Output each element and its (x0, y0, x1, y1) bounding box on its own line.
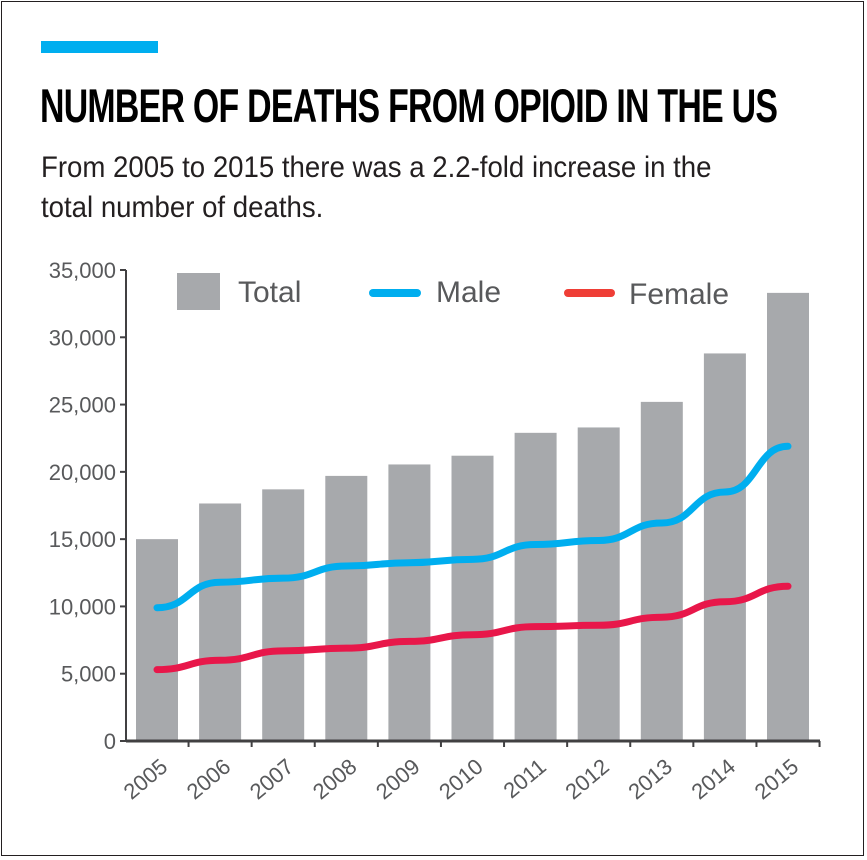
bar-total-2007 (262, 489, 305, 741)
y-tick-label: 20,000 (49, 460, 116, 485)
bar-total-2014 (703, 353, 746, 741)
chart-subtitle: From 2005 to 2015 there was a 2.2-fold i… (41, 151, 712, 224)
bar-total-2011 (514, 432, 557, 741)
y-tick-label: 35,000 (49, 258, 116, 283)
x-tick-label: 2006 (182, 754, 236, 805)
x-tick-label: 2014 (687, 754, 741, 805)
x-tick-label: 2013 (623, 754, 677, 805)
y-tick-label: 10,000 (49, 594, 116, 619)
y-tick-label: 0 (104, 729, 116, 754)
x-tick-label: 2007 (245, 754, 299, 805)
x-tick-label: 2005 (119, 754, 173, 805)
accent-bar (41, 41, 158, 53)
x-tick-label: 2015 (750, 754, 804, 805)
legend-label-male: Male (436, 276, 501, 309)
x-tick-label: 2008 (308, 754, 362, 805)
bar-total-2015 (767, 292, 809, 741)
x-tick-label: 2010 (434, 754, 488, 805)
legend-label-total: Total (238, 276, 301, 309)
bar-total-2010 (451, 455, 494, 741)
bar-total-2009 (388, 464, 431, 741)
bar-total-2012 (577, 427, 620, 741)
x-tick-label: 2012 (560, 754, 614, 805)
bar-total-2013 (640, 401, 683, 741)
x-tick-label: 2011 (499, 754, 551, 804)
bar-total-2005 (136, 539, 178, 741)
bar-total-2006 (199, 503, 242, 741)
legend-label-female: Female (629, 278, 729, 311)
x-tick-label: 2009 (371, 754, 425, 805)
y-tick-label: 25,000 (49, 393, 116, 418)
legend-swatch-total (177, 273, 220, 310)
bar-total-2008 (325, 475, 368, 741)
y-tick-label: 30,000 (49, 325, 116, 350)
y-tick-label: 5,000 (61, 662, 116, 687)
chart-title: NUMBER OF DEATHS FROM OPIOID IN THE US (40, 79, 778, 132)
y-tick-label: 15,000 (49, 527, 116, 552)
